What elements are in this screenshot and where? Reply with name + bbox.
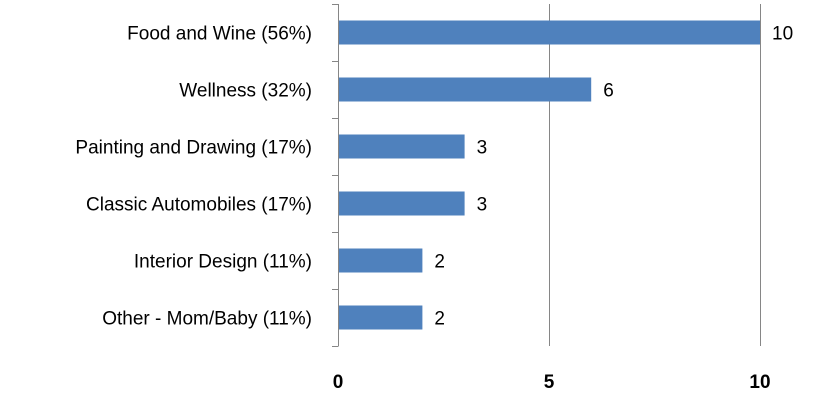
labels-layer: Food and Wine (56%) 10 Wellness (32%) 6 Pain… — [75, 24, 793, 330]
bar-1 — [339, 77, 592, 102]
category-label: Classic Automobiles (17%) — [86, 195, 312, 216]
x-tick-label: 5 — [544, 372, 555, 393]
category-label: Other - Mom/Baby (11%) — [102, 309, 312, 330]
data-label: 2 — [434, 252, 445, 273]
bar-2 — [339, 134, 465, 159]
category-label: Wellness (32%) — [179, 81, 312, 102]
bars-layer — [339, 20, 760, 330]
bar-3 — [339, 191, 465, 216]
category-label: Food and Wine (56%) — [127, 24, 312, 45]
data-label: 3 — [477, 138, 488, 159]
data-label: 3 — [477, 195, 488, 216]
x-tick-label: 10 — [749, 372, 770, 393]
category-label: Interior Design (11%) — [134, 252, 312, 273]
bar-4 — [339, 248, 423, 273]
x-tick-label: 0 — [333, 372, 344, 393]
grid-layer — [332, 4, 761, 347]
ticks-layer: 0 5 10 — [333, 372, 771, 393]
bar-0 — [339, 20, 760, 45]
bar-5 — [339, 305, 423, 330]
data-label: 6 — [603, 81, 614, 102]
category-label: Painting and Drawing (17%) — [75, 138, 312, 159]
data-label: 10 — [772, 24, 793, 45]
data-label: 2 — [434, 309, 445, 330]
